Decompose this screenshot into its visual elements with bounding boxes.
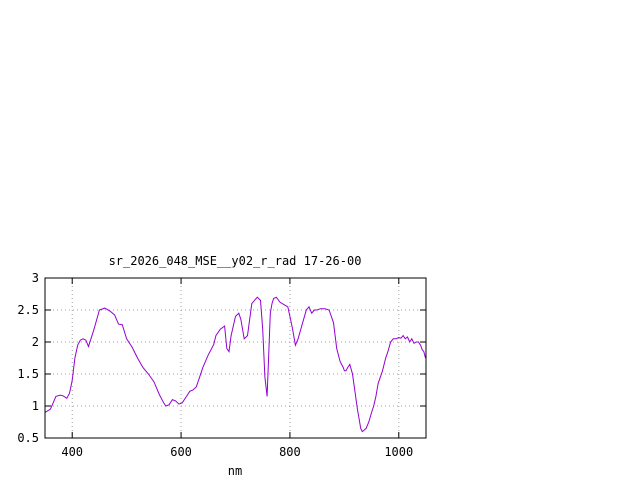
y-tick-label: 3 — [32, 271, 39, 285]
x-axis-label: nm — [228, 464, 242, 478]
x-tick-label: 800 — [279, 445, 301, 459]
grid — [45, 278, 426, 438]
chart-title: sr_2026_048_MSE__y02_r_rad 17-26-00 — [109, 254, 362, 268]
y-tick-label: 1 — [32, 399, 39, 413]
plot-frame — [44, 277, 427, 439]
x-tick-label: 600 — [170, 445, 192, 459]
tick-labels: 0.5 1 1.5 2 2.5 3 400 600 800 1000 — [17, 271, 413, 459]
axis-ticks — [45, 277, 426, 439]
y-tick-label: 0.5 — [17, 431, 39, 445]
series-line — [44, 296, 426, 433]
y-tick-label: 2 — [32, 335, 39, 349]
x-tick-label: 400 — [61, 445, 83, 459]
y-tick-label: 1.5 — [17, 367, 39, 381]
x-tick-label: 1000 — [384, 445, 413, 459]
y-tick-label: 2.5 — [17, 303, 39, 317]
